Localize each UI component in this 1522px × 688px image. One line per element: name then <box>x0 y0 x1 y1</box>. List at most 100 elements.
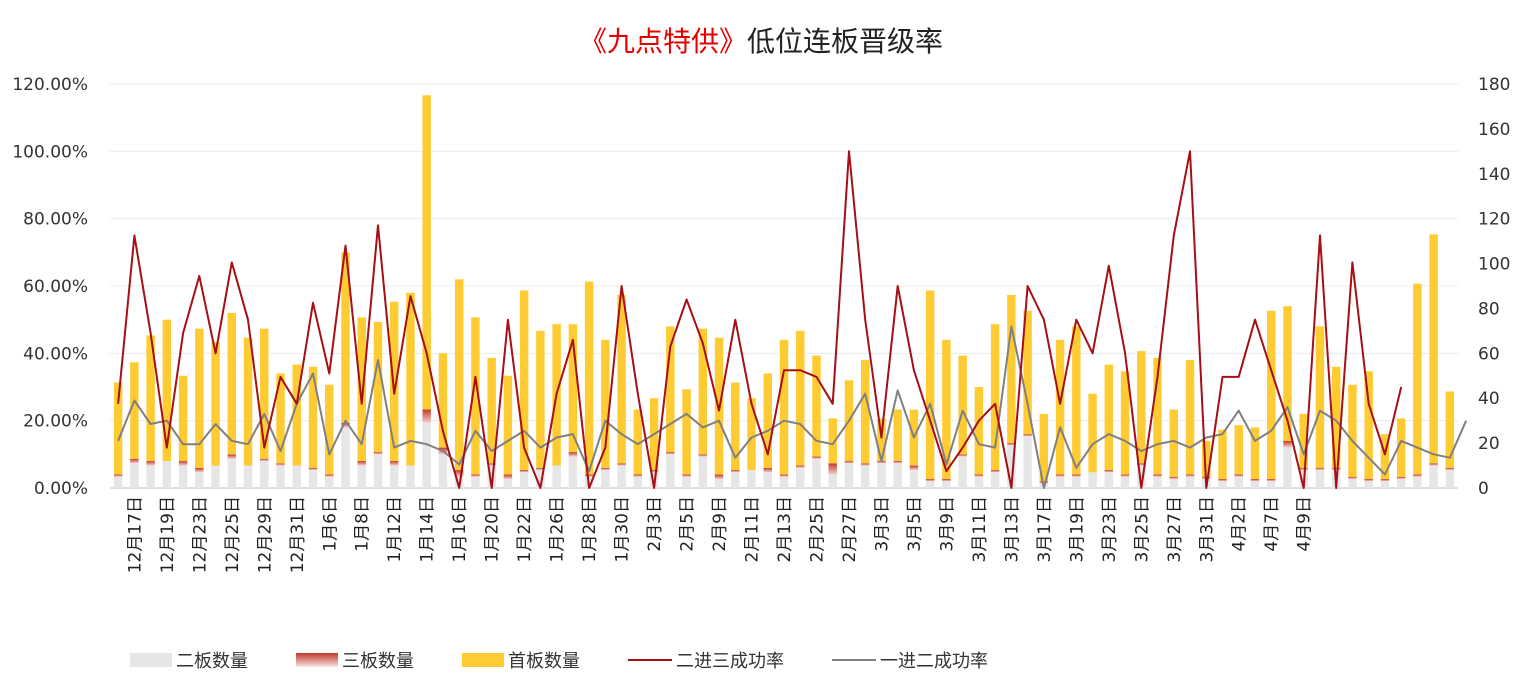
bar-first-board <box>584 281 594 475</box>
bar-first-board <box>243 337 253 466</box>
bar-two-board <box>844 463 854 488</box>
right-tick-label: 20 <box>1478 434 1500 454</box>
bar-two-board <box>682 476 691 488</box>
bar-two-board <box>617 465 626 488</box>
bar-three-board <box>308 467 318 471</box>
right-tick-label: 120 <box>1478 210 1510 230</box>
bar-first-board <box>1137 351 1146 464</box>
bar-two-board <box>471 476 480 488</box>
bar-three-board <box>519 470 529 473</box>
legend-item-rate-2to3[interactable]: 二进三成功率 <box>628 647 784 673</box>
right-tick-label: 140 <box>1478 165 1510 185</box>
bar-two-board <box>1088 472 1097 488</box>
bar-two-board <box>243 465 253 488</box>
bar-three-board <box>844 461 854 464</box>
legend-item-three-board[interactable]: 三板数量 <box>296 647 414 673</box>
bar-first-board <box>1153 357 1162 475</box>
x-tick-label: 12月19日 <box>158 496 178 573</box>
bar-two-board <box>276 465 285 488</box>
bar-three-board <box>1299 467 1308 471</box>
x-tick-label: 3月9日 <box>937 496 957 552</box>
bar-three-board <box>763 467 772 473</box>
bar-two-board <box>1380 481 1390 488</box>
bar-two-board <box>357 465 366 488</box>
x-tick-label: 2月5日 <box>678 496 698 552</box>
x-tick-label: 1月26日 <box>548 496 568 562</box>
x-tick-label: 3月23日 <box>1100 496 1120 562</box>
x-tick-label: 3月25日 <box>1132 496 1152 562</box>
bar-first-board <box>308 366 318 468</box>
bar-three-board <box>454 470 464 477</box>
bar-first-board <box>974 387 984 475</box>
bar-first-board <box>130 362 139 459</box>
bar-three-board <box>1250 479 1260 482</box>
bar-three-board <box>130 458 139 464</box>
bar-two-board <box>195 472 204 488</box>
bar-first-board <box>146 335 155 462</box>
x-tick-label: 1月30日 <box>613 496 633 562</box>
bar-three-board <box>666 452 675 455</box>
bar-first-board <box>731 382 740 471</box>
bar-three-board <box>389 461 399 466</box>
bar-three-board <box>909 465 919 471</box>
x-tick-label: 2月27日 <box>840 496 860 562</box>
bar-first-board <box>1185 360 1195 475</box>
bar-first-board <box>211 342 220 466</box>
legend-item-first-board[interactable]: 首板数量 <box>462 647 580 673</box>
bar-first-board <box>747 398 756 471</box>
bar-two-board <box>1007 445 1016 488</box>
bar-two-board <box>633 476 643 488</box>
bar-first-board <box>893 409 902 462</box>
bar-first-board <box>958 355 967 455</box>
bar-two-board <box>714 479 724 488</box>
x-tick-label: 4月2日 <box>1230 496 1250 552</box>
bar-three-board <box>1234 474 1243 477</box>
bar-two-board <box>909 470 919 488</box>
bar-two-board <box>146 465 155 488</box>
bar-first-board <box>1072 326 1081 475</box>
bar-two-board <box>925 481 935 488</box>
bar-three-board <box>260 458 269 462</box>
bar-three-board <box>1331 467 1341 471</box>
x-axis: 12月17日 12月19日 12月23日 12月25日 12月29日 12月31日 1月6日… <box>125 496 1314 573</box>
x-tick-label: 1月28日 <box>580 496 600 562</box>
bar-two-board <box>812 458 821 488</box>
x-tick-label: 1月20日 <box>483 496 503 562</box>
x-tick-label: 2月13日 <box>775 496 795 562</box>
bar-two-board <box>731 472 740 488</box>
bar-two-board <box>1396 479 1406 488</box>
bar-two-board <box>438 454 448 488</box>
x-tick-label: 12月31日 <box>288 496 308 573</box>
bar-two-board <box>779 476 789 488</box>
bar-three-board <box>1348 476 1357 480</box>
bar-three-board <box>1104 470 1114 473</box>
bar-three-board <box>990 470 1000 473</box>
left-tick-label: 120.00% <box>12 75 88 95</box>
bar-two-board <box>990 472 1000 488</box>
bar-first-board <box>1088 393 1097 473</box>
bar-first-board <box>178 375 188 462</box>
legend-item-two-board[interactable]: 二板数量 <box>130 647 248 673</box>
right-tick-label: 0 <box>1478 479 1489 499</box>
bar-three-board <box>146 461 155 466</box>
bar-two-board <box>178 465 188 488</box>
bar-first-board <box>422 95 431 410</box>
bar-two-board <box>1413 476 1422 488</box>
left-axis: 0.00% 20.00% 40.00% 60.00% 80.00% 100.00% 120.… <box>12 75 88 499</box>
bar-two-board <box>1153 476 1162 488</box>
bar-first-board <box>617 294 626 464</box>
bar-three-board <box>942 479 951 482</box>
bar-three-board <box>925 479 935 482</box>
bar-first-board <box>942 339 951 480</box>
bar-three-board <box>584 474 594 477</box>
bar-first-board <box>260 328 269 459</box>
lines-layer <box>117 150 1468 489</box>
bar-two-board <box>666 454 675 488</box>
legend-item-rate-1to2[interactable]: 一进二成功率 <box>832 647 988 673</box>
bar-first-board <box>292 364 301 466</box>
right-tick-label: 180 <box>1478 75 1510 95</box>
bar-first-board <box>406 292 415 466</box>
bar-two-board <box>1348 479 1357 488</box>
x-tick-label: 2月3日 <box>645 496 665 552</box>
x-tick-label: 4月9日 <box>1295 496 1315 552</box>
